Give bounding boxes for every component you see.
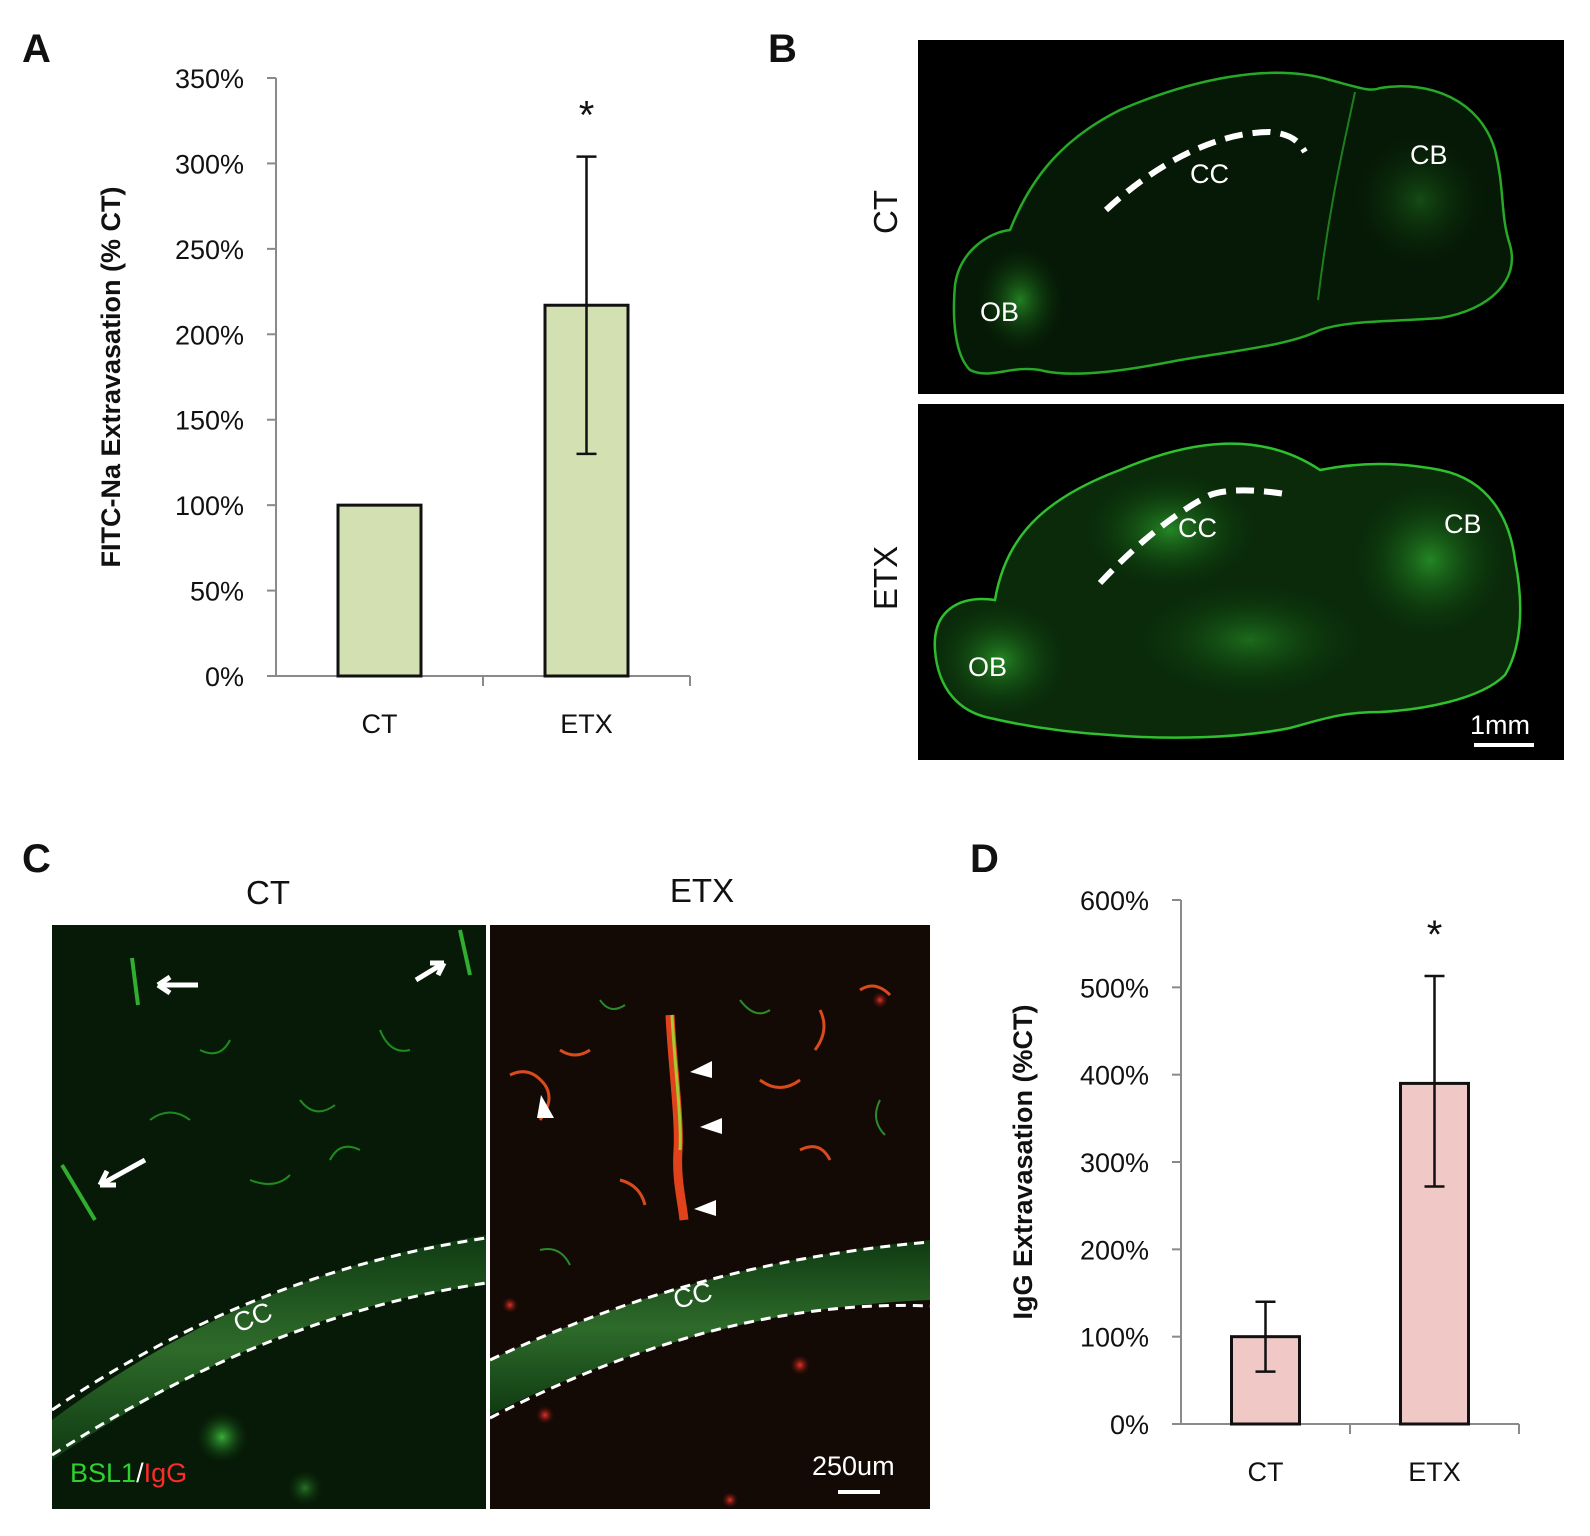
cc-dashed-line — [51, 1281, 487, 1457]
y-tick-label: 400% — [1080, 1061, 1149, 1091]
leaky-vessel — [665, 1014, 689, 1221]
image-background — [52, 925, 486, 1509]
micrograph-etx: CC 250um — [489, 925, 931, 1509]
vessels — [60, 929, 472, 1222]
region-label-ob: OB — [980, 297, 1019, 327]
y-tick-label: 200% — [1080, 1235, 1149, 1265]
fluorescent-blob — [196, 1411, 248, 1463]
red-spot — [722, 1492, 738, 1508]
scale-bar — [838, 1490, 880, 1494]
red-spot — [872, 992, 888, 1008]
brain-section-outline — [952, 71, 1514, 375]
cc-dashed-line — [1103, 128, 1308, 213]
midbrain-glow — [1130, 580, 1370, 700]
cc-band — [490, 1240, 930, 1415]
region-label-ob: OB — [968, 652, 1007, 682]
ob-glow — [975, 245, 1065, 355]
region-label-cb: CB — [1444, 509, 1482, 539]
row-label-etx: ETX — [867, 546, 904, 610]
x-tick-label: CT — [1248, 1457, 1284, 1487]
y-tick-label: 50% — [190, 577, 244, 607]
significance-star: * — [579, 94, 595, 138]
arrowhead-icon — [690, 1061, 712, 1078]
capillaries — [149, 1029, 411, 1185]
y-tick-label: 200% — [175, 320, 244, 350]
y-tick-label: 600% — [1080, 886, 1149, 916]
arrowhead-icon — [537, 1095, 554, 1118]
cc-dashed-line — [1097, 487, 1286, 586]
y-tick-label: 350% — [175, 64, 244, 94]
y-axis-title: FITC-Na Extravasation (% CT) — [96, 186, 126, 567]
significance-star: * — [1427, 913, 1443, 957]
scale-bar — [1474, 743, 1534, 747]
column-label-ct: CT — [246, 874, 290, 911]
x-tick-label: ETX — [560, 709, 613, 739]
cc-band — [52, 1235, 486, 1460]
y-tick-label: 100% — [175, 491, 244, 521]
bar-ct — [336, 503, 423, 678]
stain-separator: / — [136, 1458, 144, 1488]
arrowhead-icon — [694, 1200, 716, 1216]
y-tick-label: 0% — [205, 662, 244, 692]
y-axis-title: IgG Extravasation (%CT) — [1008, 1004, 1038, 1319]
panel-letter-b: B — [768, 27, 797, 71]
chart-d: 0% 100% 200% 300% 400% 500% 600% CT * ETX IgG Extr… — [1008, 886, 1520, 1487]
brain-image-ct: CC CB OB — [918, 40, 1564, 394]
fluorescent-blob — [287, 1470, 323, 1506]
x-tick-label: ETX — [1408, 1457, 1461, 1487]
vessel-overlap — [670, 1014, 682, 1151]
micrograph-ct: CC BSL1/IgG — [51, 925, 487, 1509]
arrow-icon — [156, 974, 198, 996]
chart-a: 0% 50% 100% 150% 200% 250% 300% 350% CT * ETX FITC-… — [96, 64, 691, 739]
image-background — [490, 925, 930, 1509]
y-tick-label: 250% — [175, 235, 244, 265]
panel-letter-d: D — [970, 837, 999, 881]
y-tick-label: 150% — [175, 406, 244, 436]
red-spot — [790, 1355, 810, 1375]
panel-letter-a: A — [22, 27, 51, 71]
green-capillaries — [539, 999, 886, 1266]
red-spot — [502, 1297, 518, 1313]
y-tick-label: 100% — [1080, 1323, 1149, 1353]
red-capillaries — [509, 984, 892, 1206]
cc-dashed-line — [489, 1240, 931, 1362]
arrow-icon — [414, 960, 447, 983]
y-tick-label: 0% — [1110, 1410, 1149, 1440]
column-label-etx: ETX — [670, 872, 734, 909]
ob-glow — [930, 600, 1070, 720]
scale-bar-label: 250um — [812, 1451, 895, 1481]
panel-letter-c: C — [22, 837, 51, 881]
y-tick-label: 300% — [1080, 1148, 1149, 1178]
brain-image-etx: CC CB OB 1mm — [918, 404, 1564, 760]
cc-dashed-line — [489, 1303, 931, 1420]
arrow-icon — [97, 1157, 147, 1188]
scale-bar-label: 1mm — [1470, 710, 1530, 740]
stain-legend: BSL1/IgG — [70, 1458, 187, 1488]
stain-green-label: BSL1 — [70, 1458, 136, 1488]
y-tick-label: 300% — [175, 149, 244, 179]
cc-dashed-line — [51, 1236, 487, 1412]
image-divider — [486, 925, 490, 1509]
brain-fissure — [1317, 91, 1356, 301]
x-tick-label: CT — [362, 709, 398, 739]
red-spot — [536, 1406, 554, 1424]
cb-glow — [1350, 480, 1510, 640]
cb-glow — [1350, 130, 1490, 270]
region-label-cb: CB — [1410, 140, 1448, 170]
row-label-ct: CT — [867, 190, 904, 234]
stain-red-label: IgG — [144, 1458, 188, 1488]
y-tick-label: 500% — [1080, 973, 1149, 1003]
arrowhead-icon — [700, 1118, 722, 1134]
region-label-cc: CC — [1178, 513, 1217, 543]
region-label-cc: CC — [1190, 159, 1229, 189]
